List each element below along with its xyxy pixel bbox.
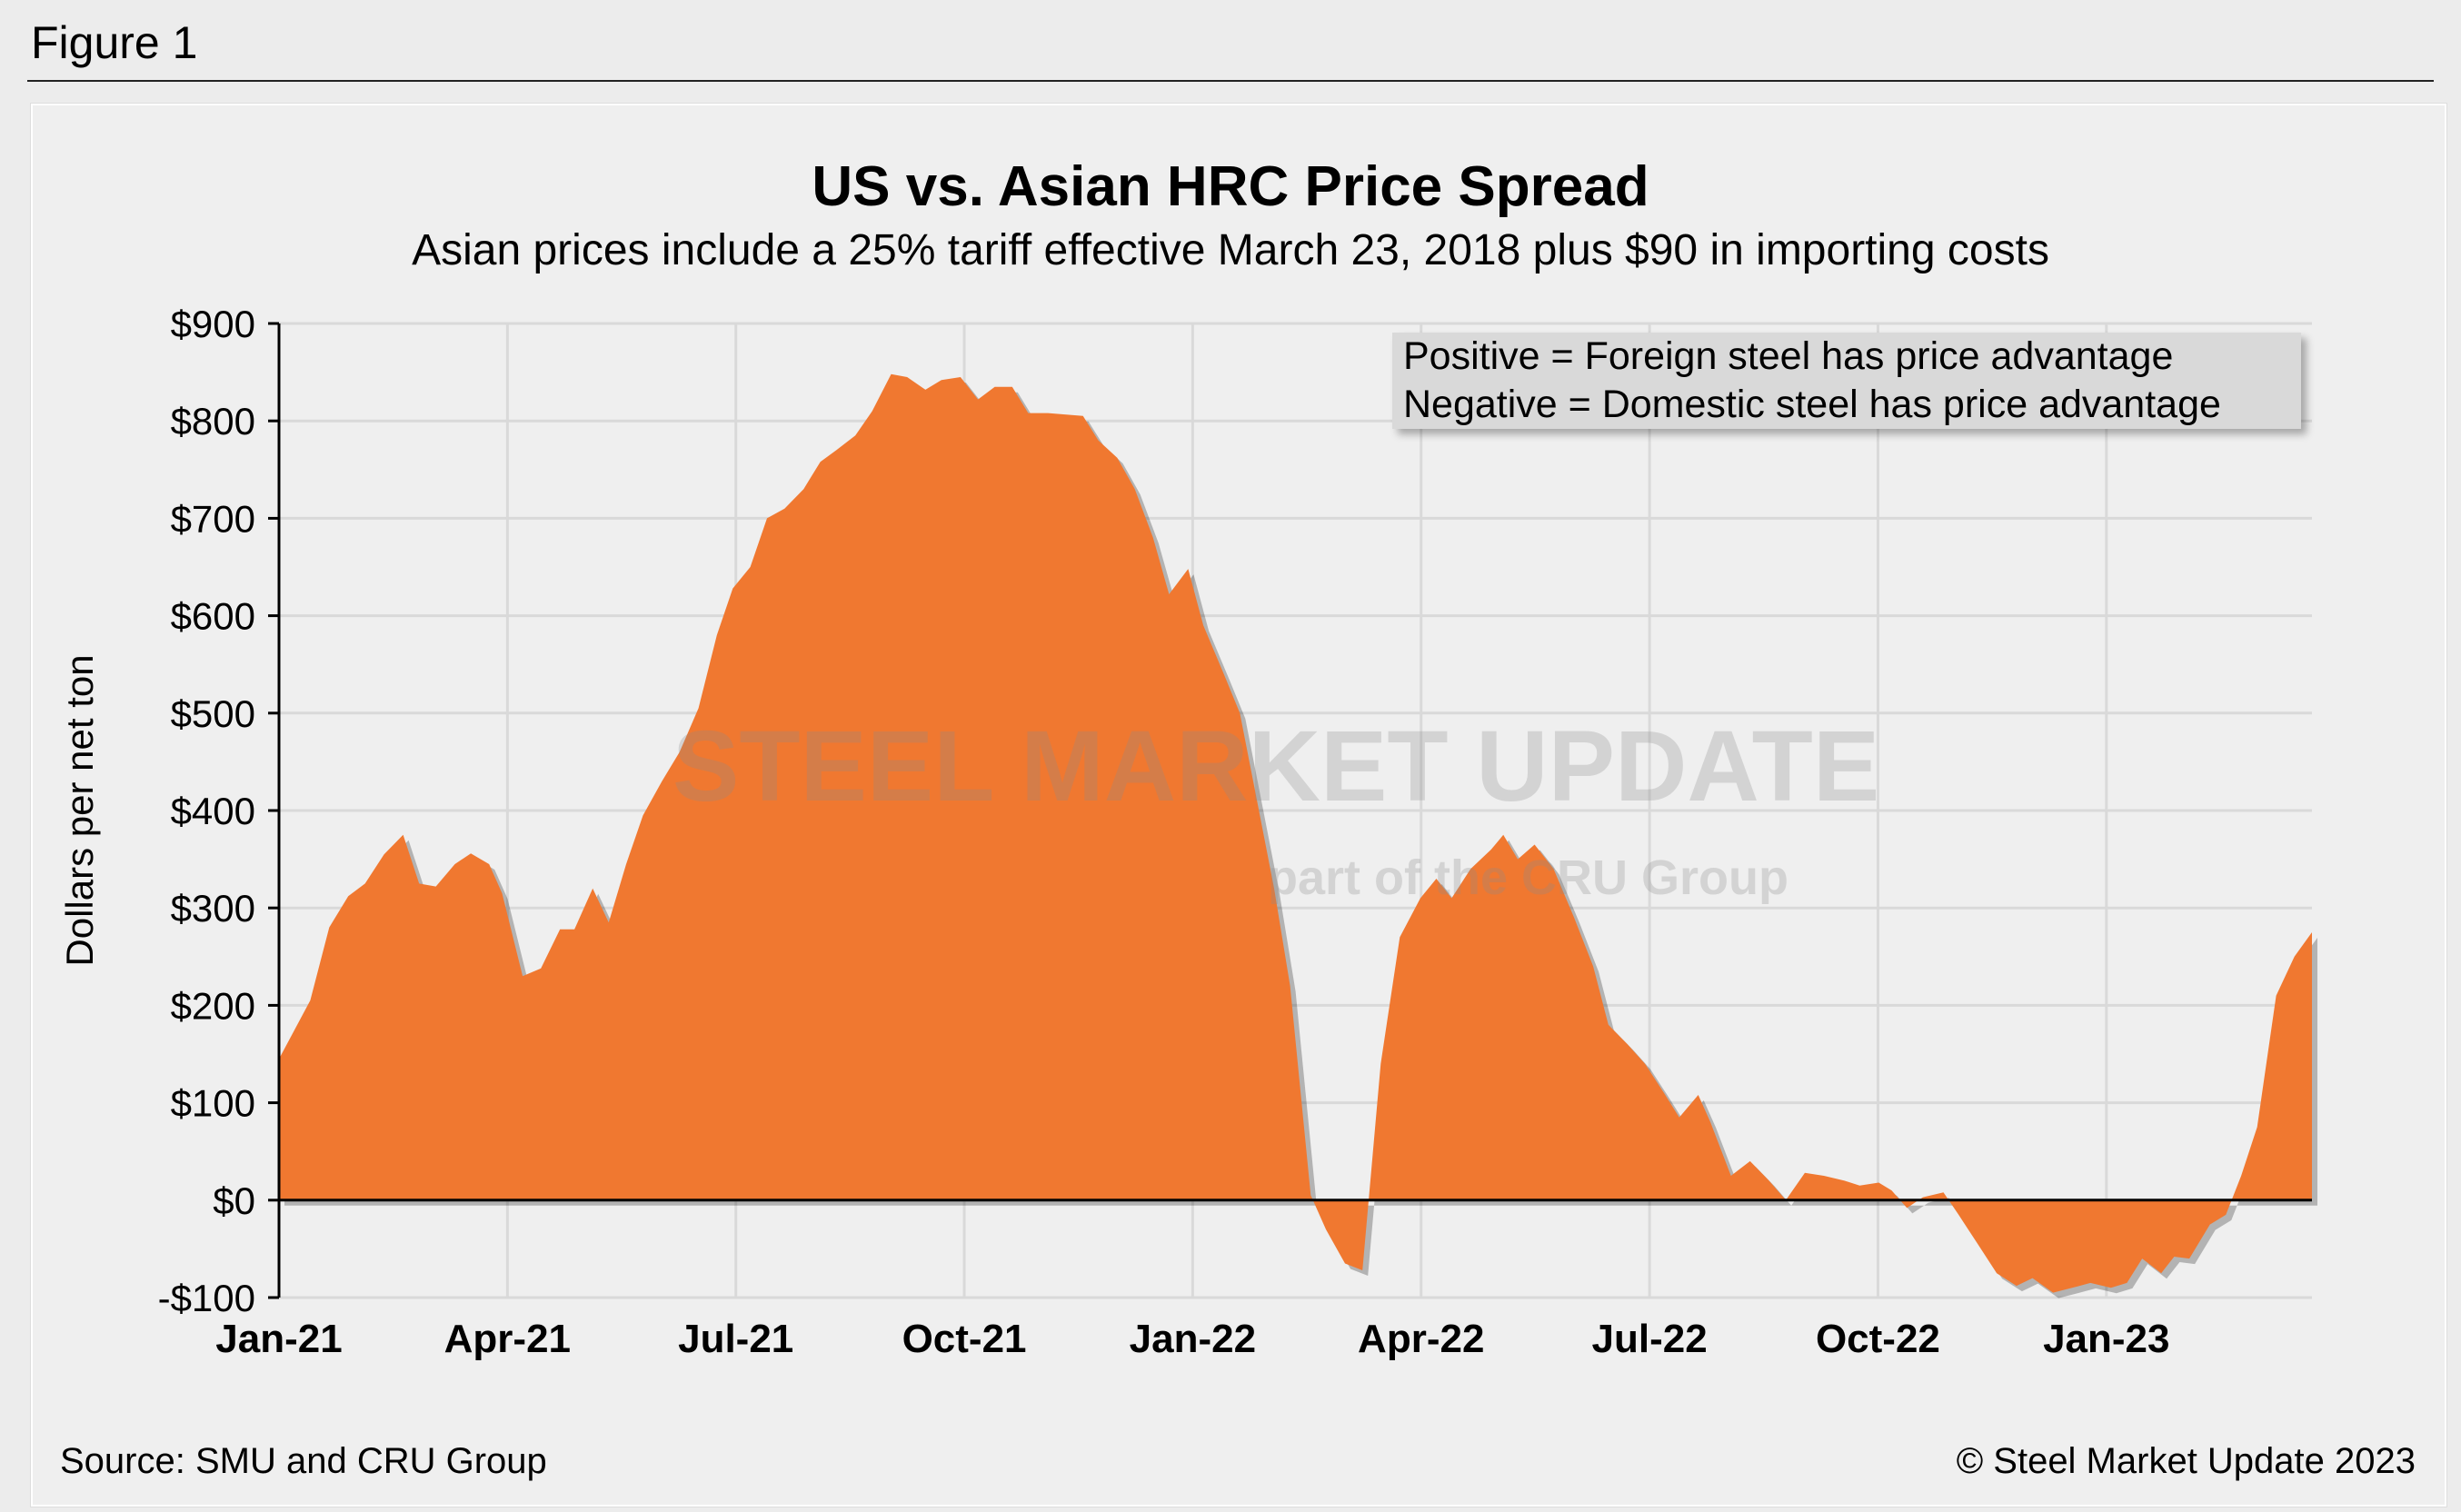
watermark-logo-text: STEEL MARKET UPDATE xyxy=(673,711,1880,822)
x-tick-label: Oct-21 xyxy=(902,1317,1027,1361)
x-tick-labels: Jan-21 Apr-21 Jul-21 Oct-21 Jan-22 Apr-22 Jul-… xyxy=(215,1317,2169,1361)
y-tick-label: $200 xyxy=(171,984,255,1027)
annotation-positive: Positive = Foreign steel has price advan… xyxy=(1403,334,2174,378)
y-tick-label: $400 xyxy=(171,790,255,832)
annotation-negative: Negative = Domestic steel has price adva… xyxy=(1403,383,2221,426)
axes xyxy=(268,322,2312,1299)
watermark-logo-subtext: part of the CRU Group xyxy=(1268,850,1788,905)
area-series xyxy=(279,373,2317,1298)
annotation-box: Positive = Foreign steel has price advan… xyxy=(1392,333,2301,429)
chart-subtitle: Asian prices include a 25% tariff effect… xyxy=(412,226,2049,274)
x-tick-label: Apr-22 xyxy=(1358,1317,1484,1361)
x-tick-label: Apr-21 xyxy=(444,1317,571,1361)
y-tick-label: -$100 xyxy=(158,1277,255,1319)
x-tick-label: Jan-22 xyxy=(1130,1317,1256,1361)
y-tick-label: $900 xyxy=(171,303,255,345)
y-tick-labels: $900 $800 $700 $600 $500 $400 $300 $200 $100 $0 -$… xyxy=(158,303,255,1319)
y-tick-label: $500 xyxy=(171,692,255,735)
y-tick-label: $0 xyxy=(213,1179,255,1222)
y-tick-label: $600 xyxy=(171,595,255,638)
y-tick-label: $300 xyxy=(171,887,255,930)
y-tick-label: $700 xyxy=(171,497,255,540)
x-tick-label: Jan-21 xyxy=(215,1317,342,1361)
copyright-note: © Steel Market Update 2023 xyxy=(1956,1441,2416,1481)
x-tick-label: Jan-23 xyxy=(2043,1317,2169,1361)
figure-label: Figure 1 xyxy=(31,17,198,68)
chart-title: US vs. Asian HRC Price Spread xyxy=(812,155,1649,218)
y-tick-label: $100 xyxy=(171,1082,255,1125)
x-tick-label: Jul-21 xyxy=(678,1317,793,1361)
x-tick-label: Oct-22 xyxy=(1816,1317,1940,1361)
area-spread xyxy=(279,373,2312,1293)
y-tick-label: $800 xyxy=(171,400,255,443)
source-note: Source: SMU and CRU Group xyxy=(60,1441,547,1481)
figure-divider xyxy=(27,80,2434,82)
x-tick-label: Jul-22 xyxy=(1592,1317,1708,1361)
